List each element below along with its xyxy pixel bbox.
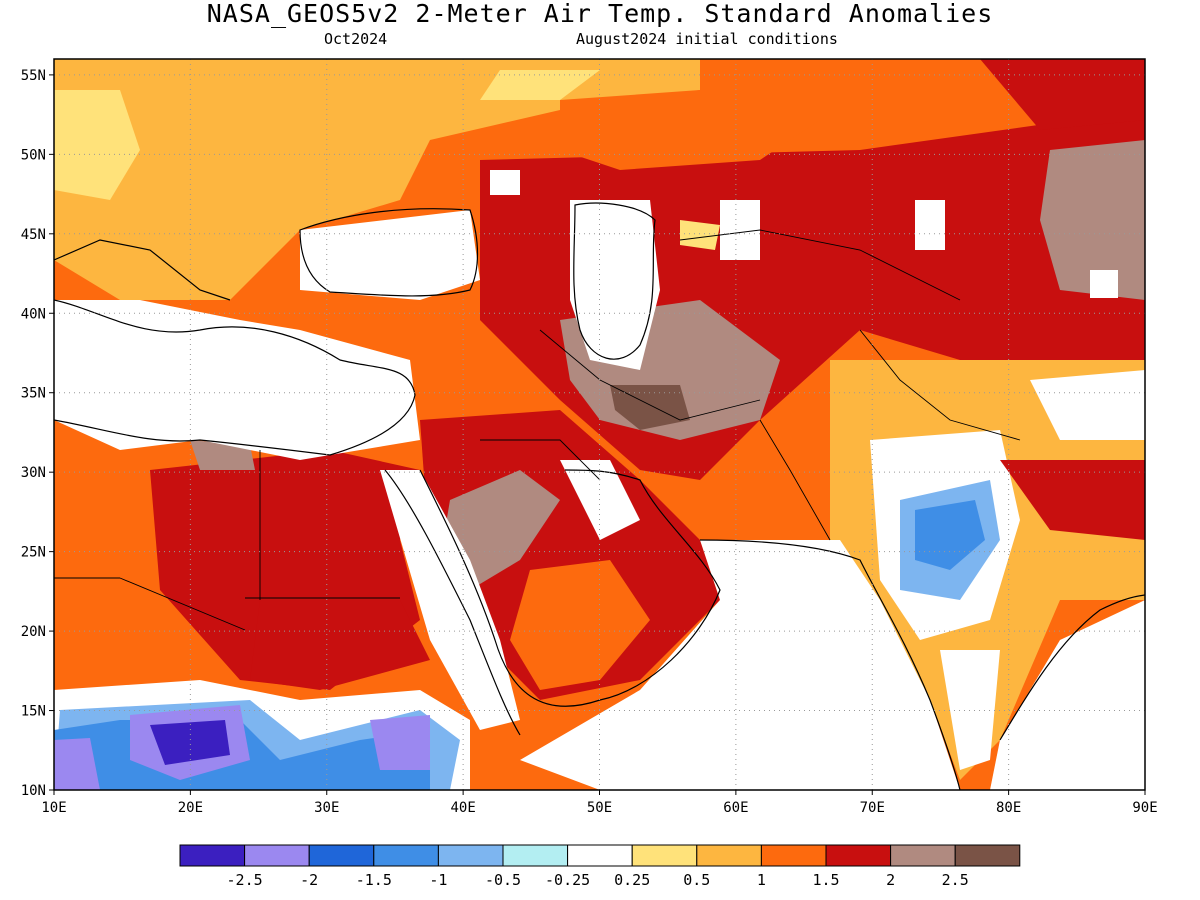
colorbar-swatch (179, 844, 246, 867)
lat-tick-label: 25N (21, 545, 46, 561)
colorbar: -2.5 -2 -1.5 -1 -0.5 -0.25 0.25 0.5 1 1.5 2 2.5 (179, 844, 1021, 889)
lon-tick-label: 60E (723, 800, 748, 816)
colorbar-swatch (373, 844, 439, 867)
lat-tick-label: 40N (21, 306, 46, 322)
colorbar-swatch (631, 844, 698, 867)
colorbar-swatch (954, 844, 1021, 867)
colorbar-swatch (890, 844, 956, 867)
colorbar-label: 1 (757, 871, 766, 889)
sea-caspian (570, 200, 660, 370)
lon-axis: 10E 20E 30E 40E 50E 60E 70E 80E 90E (41, 790, 1158, 816)
colorbar-swatch (696, 844, 762, 867)
colorbar-label: 2.5 (942, 871, 969, 889)
colorbar-label: -2 (300, 871, 318, 889)
lon-tick-label: 90E (1132, 800, 1157, 816)
lon-tick-label: 10E (41, 800, 66, 816)
field-europe (54, 59, 700, 300)
map-title: NASA_GEOS5v2 2-Meter Air Temp. Standard … (206, 0, 994, 28)
colorbar-swatch (760, 844, 827, 867)
colorbar-label: -1.5 (356, 871, 392, 889)
lat-tick-label: 50N (21, 147, 46, 163)
colorbar-label: -1 (429, 871, 447, 889)
colorbar-label: -0.5 (485, 871, 521, 889)
lon-tick-label: 80E (996, 800, 1021, 816)
sea-mediterranean (54, 300, 420, 460)
anomaly-field (54, 59, 1145, 790)
sea-arabian (520, 540, 960, 790)
lat-tick-label: 30N (21, 465, 46, 481)
colorbar-swatch (567, 844, 633, 867)
lon-tick-label: 30E (314, 800, 339, 816)
lat-axis: 10N 15N 20N 25N 30N 35N 40N 45N 50N 55N (21, 68, 54, 799)
colorbar-label: 0.5 (683, 871, 710, 889)
colorbar-label: -2.5 (227, 871, 263, 889)
country-borders (54, 229, 1021, 631)
lon-tick-label: 40E (450, 800, 475, 816)
lon-tick-label: 50E (587, 800, 612, 816)
colorbar-swatch (244, 844, 310, 867)
colorbar-swatch (825, 844, 892, 867)
lat-tick-label: 15N (21, 704, 46, 720)
lat-tick-label: 35N (21, 386, 46, 402)
colorbar-label: 2 (886, 871, 895, 889)
lat-tick-label: 45N (21, 227, 46, 243)
colorbar-swatch (437, 844, 504, 867)
field-west-europe (54, 90, 140, 200)
lat-tick-label: 55N (21, 68, 46, 84)
colorbar-swatch (502, 844, 569, 867)
colorbar-label: 1.5 (812, 871, 839, 889)
initial-conditions: August2024 initial conditions (576, 30, 838, 48)
colorbar-label: -0.25 (545, 871, 590, 889)
colorbar-swatch (308, 844, 375, 867)
sea-bengal (990, 600, 1145, 790)
lon-tick-label: 70E (860, 800, 885, 816)
lat-tick-label: 20N (21, 624, 46, 640)
sea-red (380, 470, 520, 730)
colorbar-label: 0.25 (614, 871, 650, 889)
coastlines (54, 202, 1145, 790)
sea-black (300, 210, 480, 300)
lon-tick-label: 20E (178, 800, 203, 816)
lat-tick-label: 10N (21, 783, 46, 799)
forecast-month: Oct2024 (324, 30, 388, 48)
